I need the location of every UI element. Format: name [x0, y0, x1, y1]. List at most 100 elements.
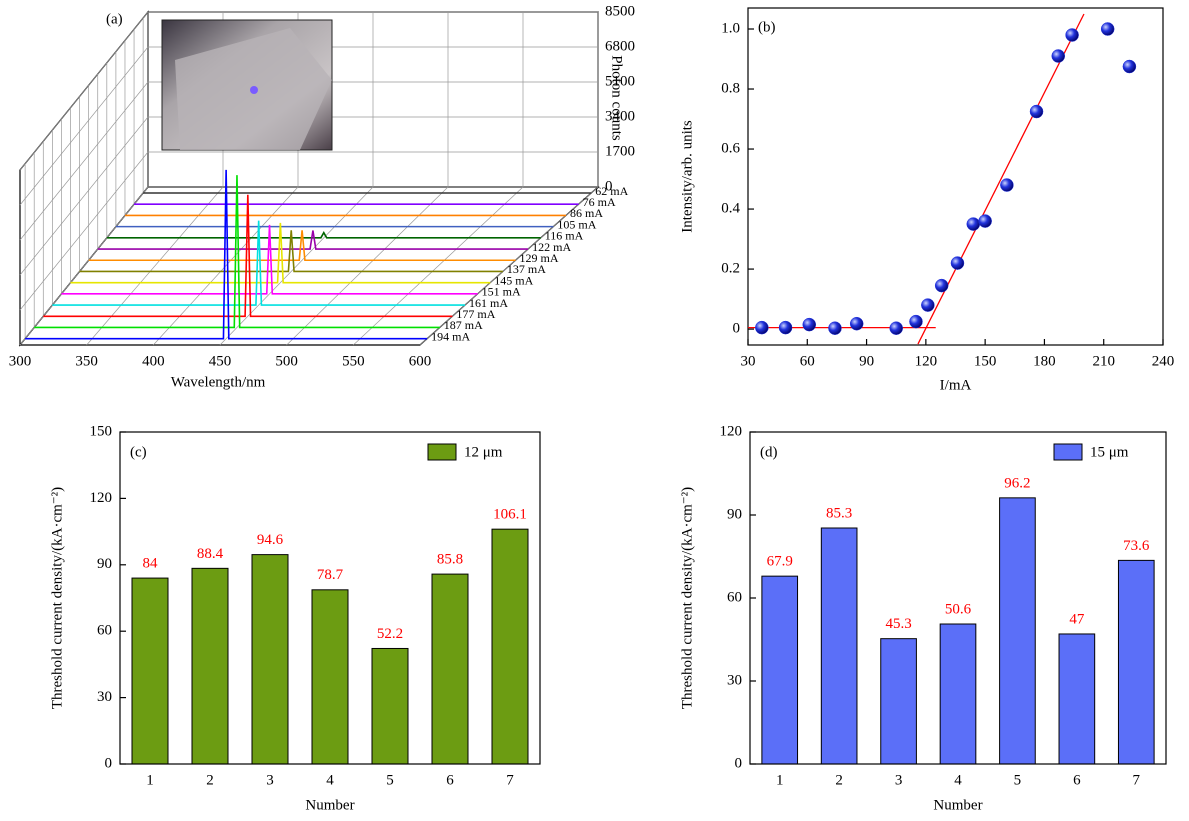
panel-a-traces	[25, 169, 592, 340]
value-label: 84	[143, 556, 159, 572]
bar	[251, 554, 289, 765]
x-tick-label: 30	[741, 353, 756, 369]
series-label: 62 mA	[595, 184, 628, 198]
z-tick-label: 0	[605, 178, 613, 194]
bar	[999, 497, 1036, 765]
data-point	[921, 298, 935, 312]
series-label: 161 mA	[469, 296, 508, 310]
x-tick-label: 5	[1014, 772, 1022, 788]
z-tick-label: 8500	[605, 3, 635, 19]
series-label: 116 mA	[545, 229, 584, 243]
value-label: 52.2	[377, 626, 403, 642]
x-axis-label: Number	[933, 797, 982, 813]
y-tick-label: 0	[733, 321, 741, 337]
spectrum-line	[25, 169, 428, 340]
data-point	[1122, 59, 1137, 74]
z-tick-label: 1700	[605, 143, 635, 159]
data-point	[828, 321, 842, 335]
data-point	[1065, 28, 1079, 42]
grid-line	[19, 186, 598, 346]
series-label: 105 mA	[557, 217, 596, 231]
bar	[491, 528, 529, 765]
x-tick-label: 550	[342, 353, 365, 369]
data-point	[934, 278, 949, 293]
legend-label: 15 μm	[1090, 444, 1129, 460]
y-tick-label: 0	[105, 755, 113, 771]
x-tick-label: 4	[326, 772, 334, 788]
data-point	[966, 217, 981, 231]
left-wall	[19, 10, 149, 347]
bar	[761, 575, 799, 765]
bar	[939, 623, 977, 765]
legend-label: 12 μm	[464, 444, 503, 460]
x-tick-label: 450	[209, 353, 232, 369]
value-label: 94.6	[257, 532, 284, 548]
series-label: 86 mA	[570, 206, 603, 220]
value-label: 50.6	[945, 601, 972, 617]
value-label: 73.6	[1123, 538, 1150, 554]
data-point	[1029, 104, 1044, 119]
z-tick-label: 3400	[605, 108, 635, 124]
y-tick-label: 0.4	[721, 200, 740, 216]
bar	[371, 647, 409, 765]
spectrum-line	[97, 230, 529, 250]
value-label: 106.1	[493, 507, 527, 523]
x-tick-label: 300	[9, 353, 32, 369]
data-point	[889, 321, 903, 335]
x-tick-label: 3	[895, 772, 903, 788]
series-label: 145 mA	[494, 273, 533, 287]
value-label: 96.2	[1004, 475, 1030, 491]
x-tick-label: 120	[915, 353, 938, 369]
bar	[431, 573, 469, 765]
value-label: 88.4	[197, 546, 224, 562]
data-point	[778, 320, 793, 335]
series-label: 151 mA	[482, 285, 521, 299]
panel-label: (c)	[130, 444, 147, 460]
plot-frame	[749, 431, 1167, 765]
y-tick-label: 30	[97, 689, 112, 705]
grid-line	[153, 186, 299, 346]
x-tick-label: 600	[409, 353, 432, 369]
y-tick-label: 120	[90, 490, 113, 506]
legend-swatch	[1053, 443, 1083, 461]
y-tick-label: 120	[720, 423, 743, 439]
data-point	[978, 214, 992, 228]
x-tick-label: 7	[506, 772, 514, 788]
z-axis-label: Photon counts	[609, 55, 625, 141]
x-axis-label: Number	[305, 797, 354, 813]
data-point	[849, 316, 864, 331]
bar	[1058, 633, 1096, 765]
y-tick-label: 0	[735, 755, 743, 771]
value-label: 78.7	[317, 567, 344, 583]
spectrum-line	[52, 220, 465, 306]
panels-bcd: 300 350 400 450 500 550 6000170034005100680085…	[9, 3, 1175, 813]
fit-line	[917, 13, 1085, 345]
y-tick-label: 30	[727, 672, 742, 688]
panel-a-walls	[18, 10, 600, 347]
bar	[820, 527, 858, 765]
data-point	[1100, 22, 1115, 36]
y-tick-label: 60	[97, 623, 112, 639]
series-label: 187 mA	[444, 318, 483, 332]
bar	[880, 638, 917, 765]
data-point	[1051, 49, 1066, 63]
panel-label: (d)	[760, 444, 778, 460]
x-tick-label: 60	[800, 353, 815, 369]
x-axis-label: I/mA	[940, 377, 972, 393]
series-label: 129 mA	[519, 251, 558, 265]
data-point	[909, 314, 923, 329]
plot-frame	[119, 431, 541, 765]
inset-photo	[161, 19, 333, 151]
spectrum-line	[88, 230, 516, 262]
grid-line	[219, 186, 374, 346]
series-label: 122 mA	[532, 240, 571, 254]
grid-line	[19, 11, 598, 171]
x-tick-label: 180	[1033, 353, 1056, 369]
z-tick-label: 6800	[605, 38, 635, 54]
y-tick-label: 0.6	[721, 140, 740, 156]
plot-frame	[747, 7, 1164, 346]
x-tick-label: 1	[776, 772, 784, 788]
y-tick-label: 0.8	[721, 80, 740, 96]
data-point	[802, 317, 817, 332]
x-tick-label: 6	[446, 772, 454, 788]
